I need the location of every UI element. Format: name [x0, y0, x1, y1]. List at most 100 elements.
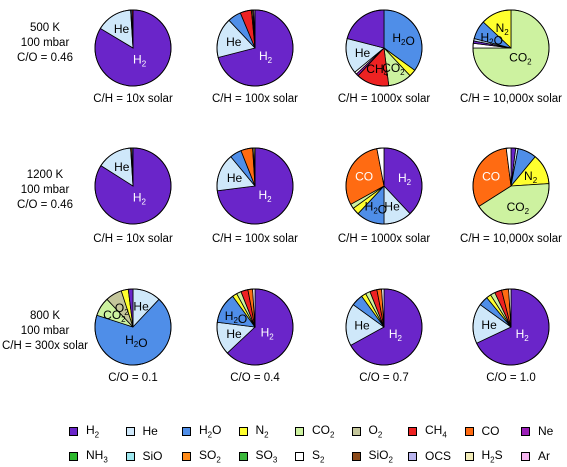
slice-label-he: He: [226, 35, 242, 49]
slice-label-h2: H2: [398, 171, 412, 187]
slice-label-co2: CO2: [382, 61, 405, 77]
legend-swatch: [521, 451, 530, 461]
pie-caption: C/H = 1000x solar: [337, 233, 431, 245]
pie-chart: N2 CO2 CO: [472, 147, 550, 225]
legend-item-sio2: SiO2: [351, 447, 393, 465]
pie-caption: C/H = 10,000x solar: [460, 233, 562, 245]
pie-caption: C/H = 100x solar: [212, 93, 298, 105]
legend-label: SO3: [255, 447, 278, 465]
legend-label: H2: [86, 422, 100, 440]
slice-label-h2: H2: [133, 191, 147, 207]
pie-caption: C/O = 0.1: [108, 372, 158, 384]
slice-label-co: CO: [355, 170, 373, 184]
legend-item-nh3: NH3: [69, 447, 108, 465]
legend-item-ar: Ar: [521, 449, 550, 463]
legend-label: He: [142, 424, 158, 438]
pie-outline: [345, 147, 423, 225]
slice-label-h2: H2: [261, 325, 275, 341]
pie-chart: H2 He: [94, 147, 172, 225]
pie-outline: [345, 288, 423, 366]
legend-swatch: [182, 426, 191, 436]
legend-label: OCS: [425, 449, 452, 463]
legend-label: Ne: [538, 424, 554, 438]
slice-label-h2o: H2O: [392, 31, 414, 48]
row-label-500k: 500 K 100 mbar C/O = 0.46: [4, 21, 86, 66]
legend-swatch: [182, 451, 191, 461]
legend-swatch: [464, 426, 474, 436]
row-label-line: 100 mbar: [20, 325, 70, 337]
legend-swatch: [408, 451, 417, 461]
legend-label: NH3: [86, 447, 108, 465]
pie-caption: C/H = 1000x solar: [337, 93, 431, 105]
slice-label-he: He: [355, 46, 371, 60]
legend-item-he: He: [125, 424, 158, 438]
legend-swatch: [69, 426, 78, 436]
legend-label: CO2: [312, 422, 335, 440]
pie-outline: [94, 147, 172, 225]
legend-label: SiO2: [368, 447, 393, 465]
legend-swatch: [295, 451, 304, 461]
pie-caption: C/O = 1.0: [486, 372, 536, 384]
legend-item-n2: N2: [238, 423, 269, 439]
legend-item-ne: Ne: [521, 424, 553, 438]
slice-label-he: He: [133, 300, 149, 314]
legend-item-h2: H2: [69, 422, 100, 440]
row-label-line: C/O = 0.46: [17, 52, 73, 64]
legend-item-s2: S2: [295, 448, 324, 464]
legend-label: CO: [481, 424, 500, 438]
pie-caption: C/H = 10x solar: [93, 233, 173, 245]
legend-swatch: [521, 426, 530, 436]
row-label-line: 1200 K: [26, 169, 64, 181]
row-label-line: C/H = 300x solar: [2, 340, 88, 352]
pie-outline: [472, 288, 550, 366]
legend-item-ocs: OCS: [408, 449, 451, 463]
legend-item-sio: SiO: [125, 449, 163, 463]
pie-chart: H2 He: [216, 147, 294, 225]
legend-label: H2O: [199, 422, 222, 440]
pie-outline: [94, 288, 172, 366]
pie-outline: [216, 288, 294, 366]
legend-item-co: CO: [464, 424, 500, 438]
pie-chart: H2 He: [94, 9, 172, 87]
slice-label-he: He: [481, 318, 497, 332]
pie-chart: H2 He: [472, 288, 550, 366]
slice-label-h2: H2: [133, 53, 147, 69]
row-label-line: 100 mbar: [20, 37, 70, 49]
pie-outline: [94, 9, 172, 87]
legend-item-h2o: H2O: [182, 422, 222, 440]
pie-outline: [345, 9, 423, 87]
slice-label-co2: CO2: [507, 200, 530, 216]
pie-chart: H2 He: [216, 9, 294, 87]
pie-caption: C/O = 0.7: [359, 372, 409, 384]
slice-label-co2: CO2: [509, 50, 532, 66]
slice-label-n2: N2: [496, 21, 510, 37]
slice-label-h2o: H2O: [125, 333, 147, 350]
legend-item-h2s: H2S: [464, 448, 503, 464]
legend-label: CH4: [425, 422, 447, 440]
legend-label: SiO: [142, 449, 163, 463]
pie-outline: [472, 147, 550, 225]
pie-caption: C/H = 10x solar: [93, 93, 173, 105]
slice-label-he: He: [354, 319, 370, 333]
legend-item-so3: SO3: [238, 447, 278, 465]
slice-label-ch4: CH4: [366, 62, 388, 78]
slice-label-h2: H2: [389, 327, 403, 343]
slice-label-co: CO: [482, 170, 500, 184]
legend-item-so2: SO2: [182, 447, 221, 465]
legend-item-ch4: CH4: [408, 422, 447, 440]
slice-label-h2: H2: [259, 49, 273, 65]
legend-item-o2: O2: [351, 422, 383, 440]
row-label-line: 500 K: [29, 22, 61, 34]
pie-outline: [216, 147, 294, 225]
slice-label-he: He: [114, 160, 130, 174]
legend-item-co2: CO2: [295, 422, 335, 440]
legend-label: O2: [368, 422, 383, 440]
row-label-line: C/O = 0.46: [17, 199, 73, 211]
legend-label: SO2: [199, 447, 221, 465]
